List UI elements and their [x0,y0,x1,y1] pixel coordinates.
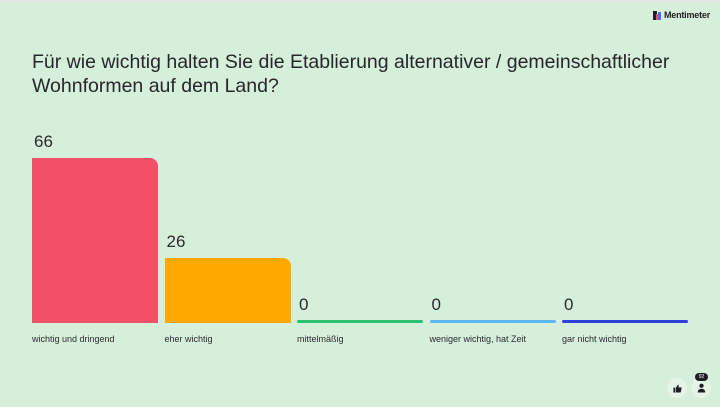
bar-value-label: 0 [431,295,441,314]
category-label: mittelmäßig [297,334,344,344]
zero-bar-line [297,320,423,323]
bar-value-label: 26 [166,232,186,251]
category-label: gar nicht wichtig [562,334,627,344]
person-icon [697,383,705,393]
bar-value-label: 0 [564,295,574,314]
bar [32,158,158,323]
bar-value-label: 66 [34,132,53,151]
bar-value-label: 0 [299,295,309,314]
zero-bar-line [429,320,556,323]
category-label: weniger wichtig, hat Zeit [429,334,527,344]
category-label: wichtig und dringend [32,334,115,344]
top-strip [0,0,720,2]
category-label: eher wichtig [164,334,213,344]
reaction-button[interactable] [667,378,687,398]
bar [164,258,291,323]
participants-button[interactable] [691,378,711,398]
mentimeter-logo-icon [652,10,661,20]
participants-count-badge: 92 [695,373,708,381]
brand-logo: Mentimeter [652,10,710,20]
question-title: Für wie wichtig halten Sie die Etablieru… [32,51,670,97]
brand-name: Mentimeter [663,10,710,20]
zero-bar-line [562,320,688,323]
thumbs-up-icon [672,384,682,393]
